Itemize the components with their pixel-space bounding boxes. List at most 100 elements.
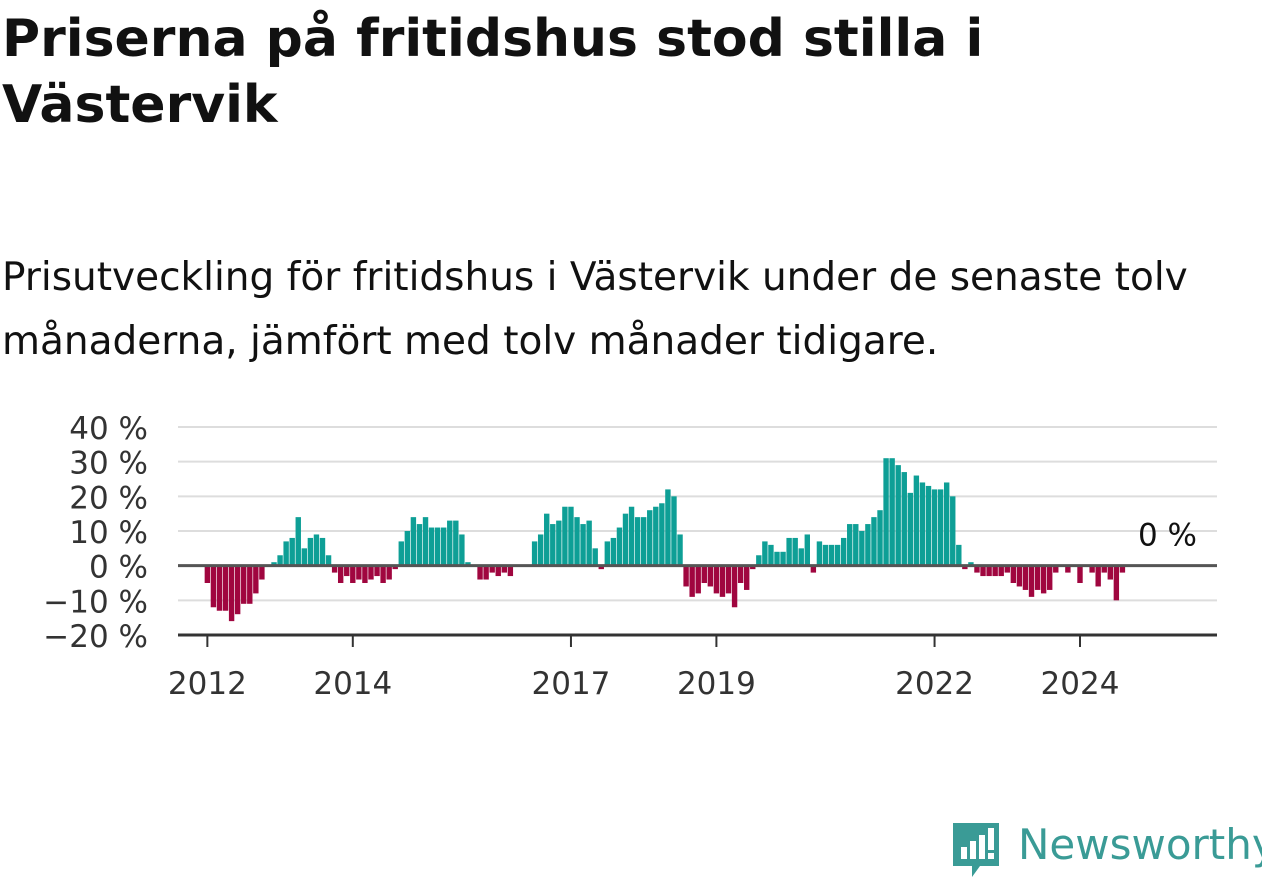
bar (337, 565, 344, 583)
bar (362, 565, 368, 583)
x-tick-label: 2017 (532, 666, 611, 700)
bar (1077, 565, 1083, 583)
bar (1053, 565, 1059, 573)
bar (907, 492, 914, 566)
bar (331, 565, 338, 573)
page-title: Priserna på fritidshus stod stilla i Väs… (2, 9, 984, 135)
bar (725, 565, 732, 594)
bar (398, 541, 404, 566)
bar (537, 534, 544, 566)
bar (434, 527, 441, 566)
bar (677, 534, 683, 566)
bar (416, 524, 423, 566)
bar (507, 565, 514, 577)
bar (234, 565, 241, 615)
bar (974, 565, 980, 573)
bar (804, 534, 810, 566)
bar (344, 565, 350, 577)
bar (1065, 565, 1071, 573)
bar (913, 475, 920, 566)
bar (222, 565, 229, 611)
bar (865, 524, 871, 566)
bar (840, 537, 847, 566)
bar (495, 565, 501, 577)
bar (374, 565, 380, 577)
bar (350, 565, 356, 583)
bar (719, 565, 726, 597)
bar (1016, 565, 1023, 587)
bar (580, 524, 586, 566)
bar (392, 565, 398, 570)
y-tick-label: 30 % (69, 446, 148, 482)
bar (616, 527, 623, 566)
bar (1034, 565, 1041, 590)
newsworthy-logo-icon (953, 823, 999, 877)
bar (562, 506, 568, 566)
bar (610, 537, 617, 566)
bar (592, 548, 598, 566)
bar (404, 531, 411, 566)
bar (640, 517, 647, 566)
bar (756, 555, 762, 566)
bar (665, 489, 671, 566)
bar (271, 562, 277, 566)
bar (653, 506, 659, 566)
bar (253, 565, 259, 594)
bar (931, 489, 938, 566)
bar (313, 534, 320, 566)
bar (634, 517, 641, 566)
bar (689, 565, 695, 597)
bar (992, 565, 998, 577)
bar (228, 565, 235, 622)
x-tick-label: 2012 (168, 666, 247, 700)
bar (204, 565, 211, 583)
bar (853, 524, 859, 566)
bar (622, 513, 629, 566)
bar (380, 565, 386, 583)
bar (307, 537, 314, 566)
bar (877, 510, 883, 566)
bar (295, 517, 301, 566)
bar (659, 503, 665, 566)
bar (744, 565, 750, 590)
bar (871, 517, 877, 566)
bar (356, 565, 362, 580)
bar (556, 520, 562, 566)
bar (883, 458, 889, 566)
page-subtitle: Prisutveckling för fritidshus i Västervi… (2, 255, 1188, 364)
bar (628, 506, 635, 566)
bar (683, 565, 689, 587)
y-tick-label: 40 % (69, 411, 148, 447)
y-tick-label: −10 % (43, 584, 148, 620)
bar (1101, 565, 1107, 573)
bar (943, 482, 950, 566)
bar (574, 517, 580, 566)
latest-value-annotation: 0 % (1138, 518, 1197, 554)
bar (707, 565, 714, 587)
bar (483, 565, 489, 580)
bar (986, 565, 992, 577)
bar (859, 531, 865, 566)
bar (1028, 565, 1035, 597)
x-tick-label: 2022 (895, 666, 974, 700)
bar (1089, 565, 1095, 573)
brand-logo: Newsworthy (950, 818, 1262, 878)
bar (465, 562, 471, 566)
bar (1047, 565, 1053, 590)
bar (501, 565, 507, 573)
bar (1119, 565, 1126, 573)
y-tick-label: 0 % (89, 550, 148, 586)
bar (834, 544, 841, 566)
bar (368, 565, 374, 580)
y-tick-label: −20 % (43, 619, 148, 655)
bar (1040, 565, 1047, 594)
y-tick-label: 20 % (69, 480, 148, 516)
bar (447, 520, 453, 566)
bar (459, 534, 465, 566)
bar (1095, 565, 1101, 587)
bar (701, 565, 707, 583)
y-tick-label: 10 % (69, 515, 148, 551)
bar (792, 537, 798, 566)
bar (647, 510, 653, 566)
bar-chart: 40 %30 %20 %10 %0 %−10 %−20 %2012 2014 201… (43, 411, 1217, 700)
